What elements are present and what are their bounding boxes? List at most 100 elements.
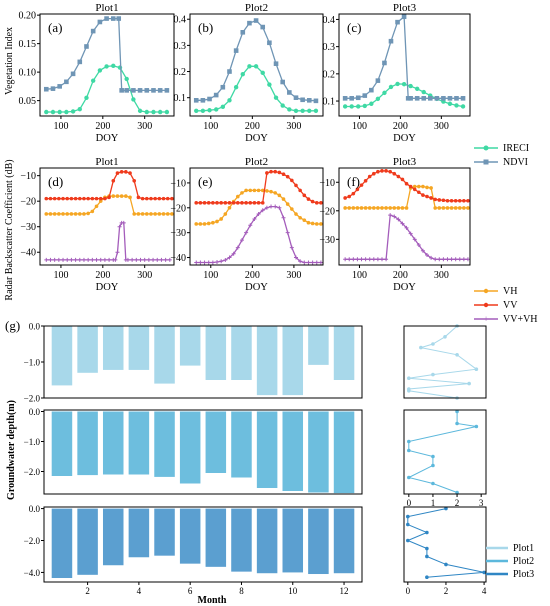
- data-point: [151, 109, 156, 115]
- data-point: [164, 88, 170, 93]
- data-point: [264, 205, 269, 210]
- data-point: [124, 194, 128, 198]
- x-tick-label: 2: [455, 498, 460, 508]
- data-point: [380, 169, 384, 173]
- bar: [51, 326, 73, 386]
- y-tick-label: 0.15: [19, 39, 37, 50]
- x-tick-label: 4: [482, 586, 487, 596]
- bar: [154, 411, 175, 477]
- data-point: [65, 196, 70, 201]
- legend-marker-vvvh: +: [483, 314, 488, 324]
- data-point: [161, 212, 166, 216]
- data-point: [163, 257, 168, 262]
- data-point: [90, 209, 95, 214]
- bar: [308, 411, 329, 493]
- bar: [102, 508, 124, 566]
- side-point: [443, 335, 447, 339]
- vegetation-index-ylabel: Vegetation Index: [4, 27, 15, 95]
- data-point: [462, 206, 466, 210]
- data-point: [453, 199, 458, 203]
- bar: [282, 508, 304, 573]
- data-point: [457, 257, 462, 262]
- x-tick-label: 200: [245, 121, 260, 132]
- data-point: [202, 260, 207, 265]
- data-point: [388, 169, 392, 174]
- side-line: [406, 508, 485, 578]
- panel-letter: (c): [347, 20, 361, 35]
- data-point: [294, 183, 298, 188]
- side-line: [408, 325, 478, 399]
- data-point: [142, 257, 147, 262]
- data-point: [281, 215, 286, 220]
- data-point: [231, 251, 236, 256]
- panel-title: Plot1: [95, 156, 118, 168]
- data-point: [293, 108, 299, 113]
- data-point: [170, 196, 174, 201]
- data-point: [401, 81, 407, 87]
- data-point: [247, 20, 252, 26]
- x-axis-label: DOY: [393, 133, 416, 144]
- plot-frame: [43, 409, 363, 495]
- data-point: [200, 98, 206, 103]
- legend-marker-ndvi: [483, 159, 489, 165]
- x-axis-label: DOY: [96, 133, 119, 144]
- data-point: [97, 68, 103, 73]
- data-point: [149, 196, 153, 201]
- panel-letter: (d): [48, 174, 63, 189]
- x-tick-label: 0: [406, 586, 411, 596]
- data-point: [124, 88, 129, 93]
- y-tick-label: −2.0: [24, 467, 41, 477]
- data-point: [256, 201, 261, 205]
- bar-chart-6: 0.0 −1.0 −2.0: [24, 322, 363, 404]
- series-line-vv+vh: [345, 214, 468, 260]
- panel-title: Plot2: [245, 156, 268, 168]
- data-point: [369, 87, 374, 93]
- side-point: [474, 367, 479, 372]
- data-point: [425, 194, 429, 199]
- data-point: [194, 108, 199, 113]
- data-point: [454, 96, 459, 101]
- y-tick-label: 0.2: [323, 69, 336, 80]
- data-point: [219, 259, 224, 264]
- side-point: [431, 342, 435, 346]
- data-point: [437, 257, 442, 262]
- bar: [333, 411, 355, 494]
- data-point: [273, 204, 278, 209]
- data-point: [260, 188, 265, 193]
- data-point: [343, 196, 347, 200]
- data-point: [227, 201, 232, 205]
- side-point: [406, 514, 410, 519]
- panel-title: Plot3: [393, 156, 417, 168]
- plot-frame: [189, 167, 324, 266]
- data-point: [161, 196, 166, 201]
- data-point: [61, 196, 65, 201]
- data-point: [57, 109, 62, 115]
- data-point: [215, 260, 220, 265]
- legend-label-ireci: IRECI: [503, 143, 529, 154]
- data-point: [235, 194, 240, 199]
- data-point: [252, 188, 257, 193]
- data-point: [57, 84, 62, 89]
- data-point: [211, 220, 215, 225]
- data-point: [267, 82, 272, 87]
- bar: [77, 326, 98, 373]
- data-point: [253, 64, 259, 69]
- bar: [179, 326, 201, 366]
- bar-chart-8: 0.0 −2.0 −4.0 2 4 6 8 10 12: [24, 504, 363, 596]
- data-point: [44, 109, 49, 115]
- data-point: [277, 170, 282, 175]
- y-tick-label: −10: [319, 178, 335, 189]
- data-point: [57, 196, 61, 201]
- y-tick-label: 0.4: [174, 15, 187, 26]
- data-point: [421, 193, 425, 197]
- data-point: [400, 177, 405, 182]
- data-point: [248, 201, 253, 205]
- data-point: [77, 257, 82, 262]
- data-point: [408, 83, 413, 89]
- side-point: [455, 490, 459, 495]
- bar: [256, 508, 278, 574]
- x-tick-label: 1: [431, 498, 436, 508]
- data-point: [318, 260, 323, 265]
- data-point: [396, 217, 401, 222]
